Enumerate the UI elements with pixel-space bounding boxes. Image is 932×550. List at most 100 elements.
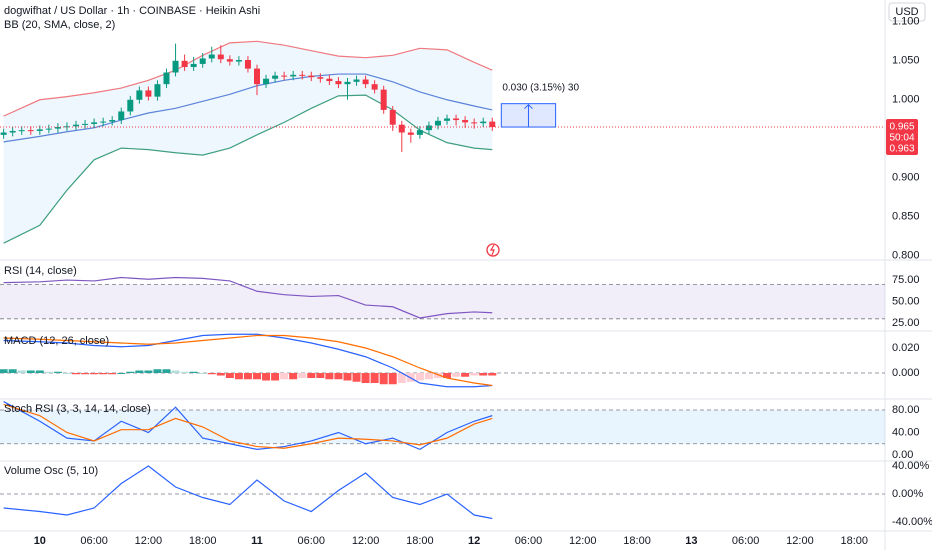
histogram-bar [35,370,44,373]
candle-body [380,89,387,110]
histogram-bar [307,373,316,378]
candle-body [118,111,125,121]
currency-button[interactable] [888,2,926,22]
candle-body [73,124,80,127]
histogram-bar [470,373,479,376]
histogram-bar [44,371,53,373]
candle-body [353,79,360,82]
histogram-bar [424,373,433,380]
price-tag [886,119,918,156]
histogram-bar [17,370,26,373]
histogram-bar [243,373,252,380]
histogram-bar [452,373,461,377]
candle-body [371,84,378,90]
candle-body [172,60,179,73]
histogram-bar [397,373,406,383]
candle-body [91,122,98,124]
x-tick-label: 06:00 [732,535,760,547]
candle-body [489,121,496,128]
chart-title: dogwifhat / US Dollar · 1h · COINBASE · … [4,5,260,17]
y-tick-label: 1.050 [892,55,920,67]
candle-body [217,54,224,60]
alert-bolt [489,244,495,256]
indicator-line [3,276,493,319]
histogram-bar [361,373,370,383]
y-tick-label: 0.800 [892,250,920,262]
indicator-title: Volume Osc (5, 10) [4,465,98,477]
y-tick-label: 0.000 [892,367,920,379]
x-tick-label: 06:00 [298,535,326,547]
candle-body [462,120,469,123]
measure-arrow [524,103,533,128]
histogram-bar [108,373,117,375]
band-fill [3,41,493,244]
indicator-line [3,465,493,520]
candle-body [480,121,487,124]
candle-body [344,81,351,85]
histogram-bar [234,373,243,380]
alert-icon[interactable] [486,243,500,257]
candle-body [444,118,451,121]
candle-body [362,79,369,85]
y-tick-label: -40.00% [892,516,932,528]
candle-body [425,125,432,131]
candle-body [398,124,405,133]
price-tag-countdown: 50:04 [889,133,914,144]
candle-body [299,74,306,76]
histogram-bar [90,373,99,375]
histogram-bar [343,373,352,381]
histogram-bar [8,369,17,373]
y-tick-label: 0.900 [892,172,920,184]
candle-body [9,130,16,133]
price-tag-close: 0.963 [889,144,914,155]
candle-body [208,54,215,59]
candle-body [145,90,152,97]
x-tick-label: 06:00 [80,535,108,547]
candle-body [281,75,288,77]
candle-body [136,90,143,100]
histogram-bar [99,373,108,375]
x-tick-label: 12:00 [135,535,163,547]
indicator-line [3,403,493,449]
histogram-bar [180,371,189,373]
measure-label-box [499,78,566,97]
histogram-bar [388,373,397,385]
candle-body [45,128,52,130]
histogram-bar [225,373,234,378]
candle-body [407,132,414,135]
currency-label: USD [895,6,918,18]
histogram-bar [316,373,325,378]
histogram-bar [144,370,153,373]
histogram-bar [216,373,225,376]
candle-body [272,75,279,79]
histogram-bar [262,373,271,381]
y-tick-label: 50.00 [892,296,920,308]
y-tick-label: 80.00 [892,404,920,416]
candle-body [290,74,297,77]
histogram-bar [289,373,298,380]
indicator-title: MACD (12, 26, close) [4,335,109,347]
candle-body [471,122,478,124]
candle-body [317,77,324,79]
candle-body [109,120,116,122]
candle-body [100,121,107,123]
candle-body [389,109,396,125]
x-tick-label: 12:00 [569,535,597,547]
candle-body [154,84,161,97]
indicator-line [3,333,493,388]
y-tick-label: 0.020 [892,342,920,354]
candle-body [163,72,170,85]
price-tag-value: 0.965 [889,122,914,133]
histogram-bar [171,370,180,373]
x-tick-label: 12:00 [352,535,380,547]
candle-body [18,130,25,132]
histogram-bar [0,369,8,373]
candle-body [235,60,242,62]
histogram-bar [62,373,71,374]
y-tick-label: 40.00% [892,460,930,472]
candle-body [308,75,315,78]
x-tick-label: 13 [685,535,697,547]
candle-body [190,63,197,68]
band-line [3,40,493,117]
measure-label: 0.030 (3.15%) 30 [502,82,579,93]
